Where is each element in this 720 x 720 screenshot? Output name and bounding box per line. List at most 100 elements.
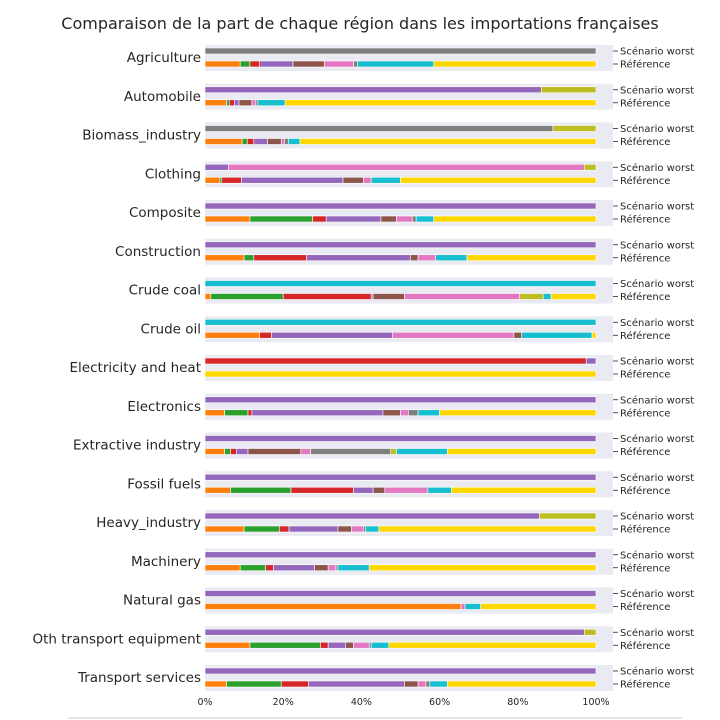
worst-bar-segment-1 [552,125,597,132]
reference-bar-segment-7 [390,448,397,455]
reference-bar-segment-6 [370,176,401,184]
reference-bar-segment-0 [204,138,243,145]
reference-bar-segment-5 [417,254,436,262]
worst-bar-segment-1 [228,163,585,171]
reference-bar-segment-3 [480,603,597,610]
reference-bar-segment-2 [247,409,253,417]
reference-bar-segment-7 [417,409,440,417]
worst-bar-segment-0 [204,667,597,675]
worst-scenario-label: Scénario worst [620,394,694,406]
reference-bar-segment-4 [238,99,253,107]
reference-bar-segment-8 [396,448,448,455]
reference-bar-segment-4 [342,176,364,184]
reference-scenario-label: Référence [620,640,670,652]
reference-bar-segment-6 [408,409,419,417]
x-tick-label: 40% [351,697,372,708]
reference-bar-segment-0 [204,331,261,339]
reference-scenario-label: Référence [620,407,670,419]
category-label: Oth transport equipment [33,631,202,647]
reference-bar-segment-0 [204,60,241,68]
category-label: Transport services [77,670,201,686]
reference-scenario-label: Référence [620,330,670,342]
reference-bar-segment-5 [417,680,427,688]
reference-bar-segment-1 [226,99,230,107]
reference-bar-segment-3 [392,331,515,339]
worst-scenario-label: Scénario worst [620,433,694,445]
worst-bar-segment-2 [583,163,597,171]
reference-bar-segment-5 [404,293,521,300]
reference-bar-segment-7 [429,680,448,688]
reference-bar-segment-3 [353,486,374,494]
reference-scenario-label: Référence [620,136,670,148]
reference-scenario-label: Référence [620,175,670,187]
reference-bar-segment-2 [278,525,290,533]
worst-bar-segment-1 [583,628,597,636]
x-tick-label: 0% [197,697,212,708]
reference-bar-segment-6 [310,448,392,455]
category-panel: Transport services Scénario worstRéférenc… [77,665,694,691]
worst-bar-segment-0 [204,47,597,55]
worst-bar-segment-0 [204,357,587,365]
reference-bar-segment-7 [400,176,597,184]
reference-bar-segment-0 [204,603,462,610]
reference-bar-segment-4 [404,680,419,688]
reference-bar-segment-3 [273,564,315,572]
category-label: Crude oil [141,321,201,337]
reference-bar-segment-2 [246,138,255,145]
worst-scenario-label: Scénario worst [620,123,694,135]
reference-bar-segment-3 [325,215,382,223]
reference-bar-segment-2 [280,680,309,688]
worst-scenario-label: Scénario worst [620,666,694,678]
reference-scenario-label: Référence [620,214,670,226]
reference-bar-segment-2 [290,486,354,494]
reference-bar-segment-5 [280,138,285,145]
reference-bar-segment-6 [425,680,431,688]
reference-scenario-label: Référence [620,485,670,497]
reference-bar-segment-8 [299,138,597,145]
reference-bar-segment-7 [370,641,390,649]
reference-bar-segment-0 [204,525,245,533]
reference-bar-segment-6 [353,60,358,68]
worst-scenario-label: Scénario worst [620,46,694,58]
reference-bar-segment-1 [259,331,272,339]
worst-bar-segment-0 [204,86,542,94]
reference-bar-segment-8 [447,680,597,688]
reference-bar-segment-8 [439,409,597,417]
reference-bar-segment-1 [226,680,282,688]
x-tick-label: 100% [582,697,609,708]
reference-bar-segment-7 [287,138,301,145]
reference-bar-segment-4 [372,486,386,494]
reference-bar-segment-5 [327,564,337,572]
reference-scenario-label: Référence [620,291,670,303]
worst-scenario-label: Scénario worst [620,239,694,251]
x-tick-label: 20% [273,697,294,708]
x-axis: 0% 20% 40% 60% 80% 100% [197,697,609,708]
reference-bar-segment-5 [400,409,409,417]
reference-bar-segment-3 [234,99,240,107]
reference-bar-segment-2 [320,641,329,649]
reference-bar-segment-0 [204,370,597,378]
reference-bar-segment-1 [460,603,466,610]
reference-bar-segment-4 [337,525,352,533]
chart-title: Comparaison de la part de chaque région … [61,14,658,33]
worst-bar-segment-0 [204,318,597,326]
reference-bar-segment-2 [282,293,372,300]
reference-bar-segment-7 [257,99,286,107]
reference-bar-segment-1 [224,448,231,455]
worst-scenario-label: Scénario worst [620,278,694,290]
reference-bar-segment-8 [550,293,597,300]
reference-bar-segment-5 [521,331,593,339]
category-label: Extractive industry [73,438,201,454]
reference-bar-segment-7 [466,254,597,262]
category-label: Fossil fuels [127,476,201,492]
worst-scenario-label: Scénario worst [620,588,694,600]
reference-bar-segment-2 [271,331,393,339]
